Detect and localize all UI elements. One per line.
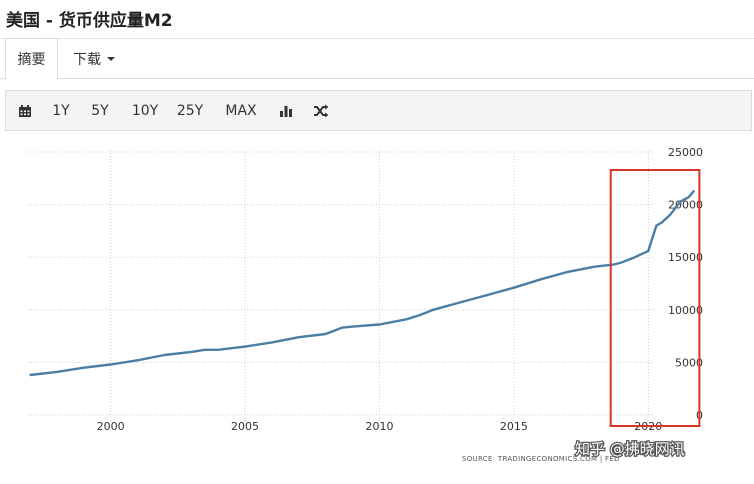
range-5y-button[interactable]: 5Y: [91, 102, 109, 119]
data-point: [203, 349, 206, 351]
data-point: [593, 265, 596, 268]
calendar-icon: [19, 104, 31, 117]
data-point: [620, 261, 623, 264]
watermark: 知乎 @拂晓网讯: [574, 439, 686, 460]
x-tick-label: 2005: [231, 420, 259, 433]
data-point: [634, 256, 636, 258]
y-tick-label: 10000: [668, 304, 703, 317]
data-point: [660, 221, 663, 224]
shuffle-icon: [314, 104, 329, 117]
y-tick-label: 25000: [668, 146, 703, 159]
m2-line-chart: 2000 2005 2010 2015 2020 0500010000150002000…: [28, 146, 703, 463]
data-point: [405, 318, 408, 321]
tab-summary-label: 摘要: [17, 52, 46, 68]
tab-download-label: 下载: [73, 51, 101, 68]
data-point: [271, 341, 273, 344]
range-1y-button[interactable]: 1Y: [52, 102, 70, 119]
data-point: [693, 190, 695, 192]
range-10y-button[interactable]: 10Y: [131, 102, 159, 119]
data-point: [679, 200, 682, 203]
data-point: [217, 349, 219, 351]
data-point: [432, 309, 435, 311]
data-point: [669, 214, 671, 216]
x-tick-label: 2000: [97, 420, 125, 433]
data-point: [459, 301, 461, 304]
data-point: [566, 271, 569, 273]
data-point: [163, 354, 166, 356]
data-point: [351, 325, 354, 328]
data-point: [244, 345, 246, 348]
x-tick-label: 2015: [500, 420, 528, 433]
data-point: [651, 237, 654, 240]
data-point: [109, 363, 112, 366]
watermark-text: 知乎 @拂晓网讯: [575, 440, 685, 458]
data-point: [298, 336, 300, 338]
m2-series-points: [29, 190, 695, 376]
data-point: [83, 366, 85, 369]
x-tick-label: 2010: [365, 420, 393, 433]
data-point: [655, 224, 658, 227]
data-point: [647, 250, 650, 252]
x-axis-ticks: 2000 2005 2010 2015 2020: [97, 420, 663, 433]
data-point: [540, 278, 542, 281]
source-annotation: SOURCE: TRADINGECONOMICS.COM | FED: [462, 455, 620, 463]
data-point: [378, 323, 381, 326]
y-tick-label: 20000: [668, 199, 703, 212]
y-tick-label: 15000: [668, 251, 703, 264]
data-point: [486, 294, 488, 296]
caret-down-icon: [107, 56, 115, 61]
chart-type-button[interactable]: [276, 91, 296, 130]
tab-summary[interactable]: 摘要: [5, 38, 58, 80]
data-point: [324, 333, 327, 335]
y-tick-label: 5000: [675, 356, 703, 369]
tab-bar: 摘要 下载: [0, 38, 754, 80]
range-max-button[interactable]: MAX: [225, 102, 257, 119]
m2-series-line: [29, 190, 695, 377]
range-25y-button[interactable]: 25Y: [176, 102, 204, 119]
data-point: [612, 263, 615, 266]
data-point: [687, 196, 690, 198]
data-point: [29, 374, 31, 376]
data-point: [136, 359, 139, 362]
chart-toolbar: 1Y 5Y 10Y 25Y MAX: [5, 90, 752, 131]
compare-button[interactable]: [310, 91, 332, 130]
bar-chart-icon: [280, 105, 292, 117]
chart-grid: [28, 150, 655, 422]
data-point: [419, 314, 421, 316]
data-point: [341, 326, 343, 329]
page-title: 美国 - 货币供应量M2: [6, 11, 173, 31]
data-point: [513, 286, 515, 289]
tab-download-dropdown[interactable]: 下载: [64, 38, 124, 79]
calendar-button[interactable]: [14, 91, 36, 130]
data-point: [56, 371, 58, 373]
data-point: [190, 351, 193, 353]
highlight-box: [609, 169, 701, 427]
